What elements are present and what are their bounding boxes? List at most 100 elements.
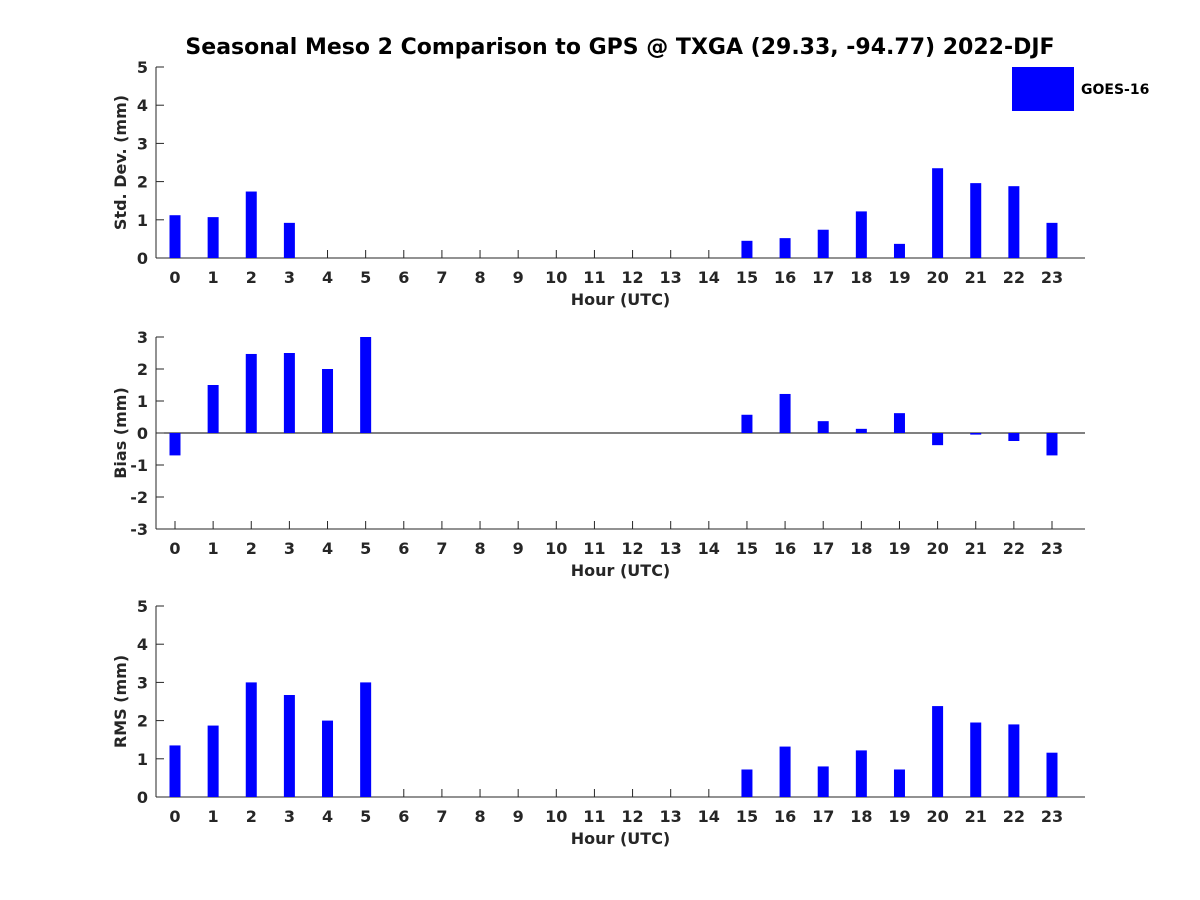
- x-tick-label: 16: [774, 807, 796, 826]
- x-tick-label: 5: [360, 807, 371, 826]
- x-tick-label: 2: [246, 268, 257, 287]
- x-tick-label: 20: [926, 268, 948, 287]
- x-tick-label: 0: [169, 539, 180, 558]
- y-tick-label: 0: [137, 424, 148, 443]
- x-tick-label: 8: [474, 539, 485, 558]
- x-tick-label: 15: [736, 539, 758, 558]
- bar-hour-15: [741, 240, 753, 258]
- y-tick-label: 2: [137, 173, 148, 192]
- x-tick-label: 3: [284, 807, 295, 826]
- y-tick-label: 4: [137, 96, 148, 115]
- x-tick-label: 9: [513, 539, 524, 558]
- x-tick-label: 9: [513, 268, 524, 287]
- x-axis-label: Hour (UTC): [571, 561, 671, 580]
- y-tick-label: 0: [137, 788, 148, 807]
- y-tick-label: -2: [130, 488, 148, 507]
- x-tick-label: 21: [965, 807, 987, 826]
- y-tick-label: 1: [137, 211, 148, 230]
- x-tick-label: 14: [698, 268, 720, 287]
- x-tick-label: 5: [360, 268, 371, 287]
- x-tick-label: 18: [850, 807, 872, 826]
- x-tick-label: 10: [545, 807, 567, 826]
- x-tick-label: 1: [208, 539, 219, 558]
- x-tick-label: 7: [436, 268, 447, 287]
- bar-hour-19: [893, 413, 905, 433]
- x-tick-label: 6: [398, 539, 409, 558]
- x-tick-label: 2: [246, 807, 257, 826]
- bar-hour-0: [169, 215, 181, 258]
- x-tick-label: 19: [888, 539, 910, 558]
- x-tick-label: 23: [1041, 268, 1063, 287]
- x-tick-label: 13: [660, 539, 682, 558]
- bar-hour-23: [1046, 222, 1058, 258]
- bar-hour-3: [283, 222, 295, 258]
- x-tick-label: 20: [926, 539, 948, 558]
- x-tick-label: 10: [545, 268, 567, 287]
- x-tick-label: 3: [284, 268, 295, 287]
- x-tick-label: 17: [812, 268, 834, 287]
- bar-hour-4: [322, 720, 334, 797]
- y-tick-label: 1: [137, 750, 148, 769]
- y-tick-label: 5: [137, 597, 148, 616]
- x-tick-label: 14: [698, 807, 720, 826]
- x-tick-label: 7: [436, 807, 447, 826]
- bar-hour-18: [855, 750, 867, 797]
- legend-swatch: [1012, 67, 1074, 111]
- x-tick-label: 11: [583, 539, 605, 558]
- bar-hour-3: [283, 353, 295, 433]
- bar-hour-20: [932, 433, 944, 446]
- x-tick-label: 0: [169, 268, 180, 287]
- x-tick-label: 4: [322, 268, 333, 287]
- x-tick-label: 3: [284, 539, 295, 558]
- y-tick-label: 3: [137, 134, 148, 153]
- y-tick-label: -1: [130, 456, 148, 475]
- bar-hour-1: [207, 217, 219, 258]
- bar-hour-21: [970, 722, 982, 797]
- y-tick-label: 5: [137, 58, 148, 77]
- x-tick-label: 8: [474, 807, 485, 826]
- bar-hour-5: [360, 682, 372, 797]
- y-tick-label: 1: [137, 392, 148, 411]
- x-tick-label: 14: [698, 539, 720, 558]
- x-tick-label: 4: [322, 539, 333, 558]
- x-tick-label: 20: [926, 807, 948, 826]
- x-tick-label: 18: [850, 268, 872, 287]
- x-tick-label: 12: [621, 807, 643, 826]
- bar-hour-19: [893, 243, 905, 258]
- x-tick-label: 18: [850, 539, 872, 558]
- x-tick-label: 21: [965, 539, 987, 558]
- x-tick-label: 23: [1041, 807, 1063, 826]
- bar-hour-16: [779, 393, 791, 433]
- x-tick-label: 2: [246, 539, 257, 558]
- bar-hour-17: [817, 766, 829, 797]
- bar-hour-19: [893, 769, 905, 797]
- bar-hour-3: [283, 695, 295, 797]
- x-tick-label: 17: [812, 807, 834, 826]
- x-tick-label: 11: [583, 268, 605, 287]
- x-tick-label: 17: [812, 539, 834, 558]
- bar-hour-2: [245, 353, 257, 433]
- bar-hour-17: [817, 229, 829, 258]
- bar-hour-2: [245, 682, 257, 797]
- bar-hour-15: [741, 769, 753, 797]
- bar-hour-22: [1008, 186, 1020, 258]
- y-tick-label: -3: [130, 520, 148, 539]
- x-tick-label: 21: [965, 268, 987, 287]
- y-axis-label: Std. Dev. (mm): [111, 95, 130, 230]
- x-tick-label: 12: [621, 268, 643, 287]
- y-tick-label: 2: [137, 360, 148, 379]
- bar-hour-22: [1008, 724, 1020, 797]
- bar-hour-22: [1008, 433, 1020, 441]
- y-tick-label: 4: [137, 635, 148, 654]
- bar-hour-4: [322, 369, 334, 433]
- bar-hour-21: [970, 433, 982, 435]
- x-tick-label: 9: [513, 807, 524, 826]
- bar-hour-5: [360, 337, 372, 433]
- y-tick-label: 3: [137, 673, 148, 692]
- bar-hour-18: [855, 211, 867, 258]
- bar-hour-1: [207, 725, 219, 797]
